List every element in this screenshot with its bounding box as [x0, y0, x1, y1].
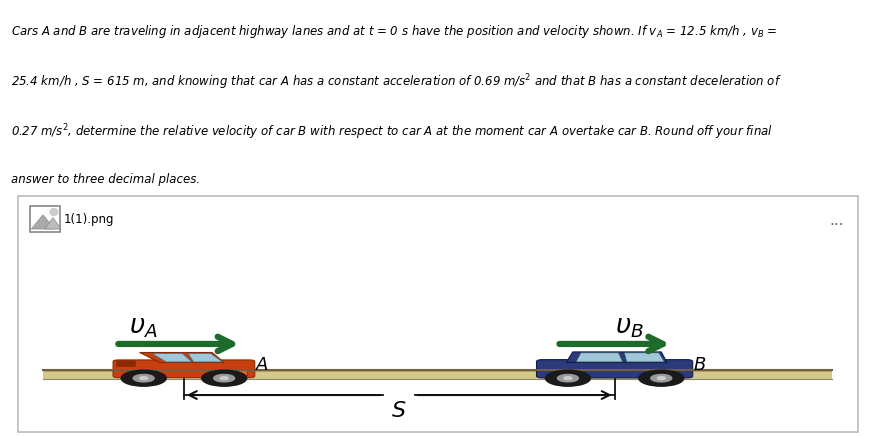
Polygon shape [566, 352, 667, 362]
Circle shape [201, 370, 247, 386]
FancyBboxPatch shape [30, 206, 60, 232]
Circle shape [140, 377, 148, 380]
Text: 1(1).png: 1(1).png [64, 213, 115, 226]
FancyBboxPatch shape [116, 361, 136, 367]
Polygon shape [140, 353, 224, 362]
Text: ...: ... [830, 213, 844, 228]
Text: 0.27 m/s$^2$, determine the relative velocity of car B with respect to car A at : 0.27 m/s$^2$, determine the relative vel… [11, 123, 774, 143]
Circle shape [657, 377, 665, 380]
Circle shape [651, 375, 672, 382]
Circle shape [557, 375, 578, 382]
Circle shape [220, 377, 228, 380]
Circle shape [639, 370, 684, 386]
Text: 25.4 km/h , S = 615 m, and knowing that car A has a constant acceleration of 0.6: 25.4 km/h , S = 615 m, and knowing that … [11, 73, 782, 92]
Polygon shape [188, 353, 222, 362]
Polygon shape [624, 353, 664, 362]
Bar [43, 370, 832, 372]
Circle shape [133, 375, 154, 382]
Polygon shape [151, 353, 192, 362]
Text: answer to three decimal places.: answer to three decimal places. [11, 173, 200, 186]
Text: B: B [694, 356, 706, 375]
Text: A: A [256, 356, 269, 375]
Text: $\upsilon_B$: $\upsilon_B$ [614, 314, 643, 340]
FancyBboxPatch shape [536, 360, 693, 378]
Bar [43, 370, 832, 379]
Circle shape [50, 208, 58, 215]
Text: S: S [392, 401, 406, 421]
Circle shape [545, 370, 591, 386]
Polygon shape [576, 353, 623, 362]
Circle shape [121, 370, 166, 386]
Text: Cars A and B are traveling in adjacent highway lanes and at t = 0 s have the pos: Cars A and B are traveling in adjacent h… [11, 23, 778, 40]
Polygon shape [45, 218, 61, 229]
Text: $\upsilon_A$: $\upsilon_A$ [130, 314, 158, 340]
Polygon shape [31, 215, 54, 229]
FancyBboxPatch shape [113, 360, 255, 378]
Circle shape [214, 375, 235, 382]
Circle shape [564, 377, 572, 380]
Bar [232, 369, 247, 375]
